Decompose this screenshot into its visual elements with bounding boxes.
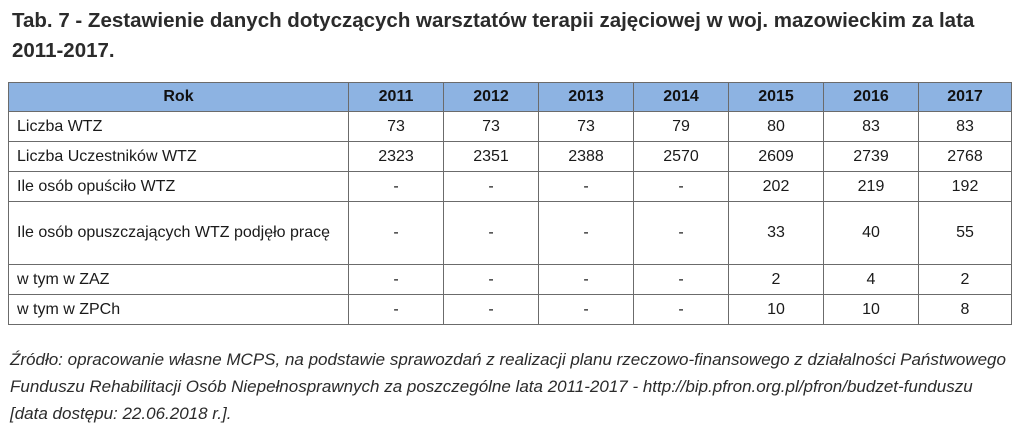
row-label: Liczba Uczestników WTZ [8, 141, 349, 172]
table-cell: 83 [823, 111, 919, 142]
header-row: Rok 2011 2012 2013 2014 2015 2016 2017 [8, 82, 1012, 112]
table-row: w tym w ZPCh - - - - 10 10 8 [8, 294, 1012, 325]
table-cell: - [633, 201, 729, 265]
table-cell: 219 [823, 171, 919, 202]
table-cell: 2739 [823, 141, 919, 172]
table-cell: 202 [728, 171, 824, 202]
table-cell: 2768 [918, 141, 1012, 172]
table-cell: 10 [728, 294, 824, 325]
table-row: Liczba Uczestników WTZ 2323 2351 2388 25… [8, 141, 1012, 172]
table-cell: 55 [918, 201, 1012, 265]
table-cell: - [633, 264, 729, 295]
table-row: w tym w ZAZ - - - - 2 4 2 [8, 264, 1012, 295]
table-cell: 2609 [728, 141, 824, 172]
table-cell: 2 [728, 264, 824, 295]
table-cell: 2323 [348, 141, 444, 172]
table-cell: - [633, 294, 729, 325]
table-cell: 73 [348, 111, 444, 142]
source-note: Źródło: opracowanie własne MCPS, na pods… [10, 350, 1006, 423]
table-cell: - [348, 294, 444, 325]
table-cell: - [538, 201, 634, 265]
table-row: Ile osób opuszczających WTZ podjęło prac… [8, 201, 1012, 265]
table-cell: 2570 [633, 141, 729, 172]
table-cell: - [538, 294, 634, 325]
table-cell: - [443, 201, 539, 265]
table-cell: 79 [633, 111, 729, 142]
row-label: w tym w ZPCh [8, 294, 349, 325]
table-cell: - [348, 201, 444, 265]
table-cell: 33 [728, 201, 824, 265]
table-cell: - [538, 264, 634, 295]
header-cell-year: 2012 [443, 82, 539, 112]
table-cell: 83 [918, 111, 1012, 142]
table-cell: 73 [443, 111, 539, 142]
table-cell: - [538, 171, 634, 202]
table-cell: 80 [728, 111, 824, 142]
row-label: w tym w ZAZ [8, 264, 349, 295]
table-caption: Tab. 7 - Zestawienie danych dotyczących … [12, 9, 975, 62]
header-cell-year: 2014 [633, 82, 729, 112]
table-cell: 40 [823, 201, 919, 265]
data-table: Rok 2011 2012 2013 2014 2015 2016 2017 L… [8, 82, 1012, 325]
table-cell: 2 [918, 264, 1012, 295]
table-row: Ile osób opuściło WTZ - - - - 202 219 19… [8, 171, 1012, 202]
table-cell: 8 [918, 294, 1012, 325]
table-cell: - [443, 264, 539, 295]
header-cell-year: 2015 [728, 82, 824, 112]
table-cell: 2388 [538, 141, 634, 172]
table-cell: 73 [538, 111, 634, 142]
table-cell: 10 [823, 294, 919, 325]
table-cell: - [633, 171, 729, 202]
table-cell: - [348, 171, 444, 202]
header-cell-year: 2017 [918, 82, 1012, 112]
header-cell-year: 2011 [348, 82, 444, 112]
table-cell: - [348, 264, 444, 295]
header-cell-year: 2013 [538, 82, 634, 112]
table-cell: 2351 [443, 141, 539, 172]
header-cell-year: 2016 [823, 82, 919, 112]
header-cell-rok: Rok [8, 82, 349, 112]
table-cell: 192 [918, 171, 1012, 202]
table-cell: 4 [823, 264, 919, 295]
table-row: Liczba WTZ 73 73 73 79 80 83 83 [8, 111, 1012, 142]
row-label: Ile osób opuszczających WTZ podjęło prac… [8, 201, 349, 265]
table-cell: - [443, 171, 539, 202]
row-label: Liczba WTZ [8, 111, 349, 142]
table-cell: - [443, 294, 539, 325]
row-label: Ile osób opuściło WTZ [8, 171, 349, 202]
